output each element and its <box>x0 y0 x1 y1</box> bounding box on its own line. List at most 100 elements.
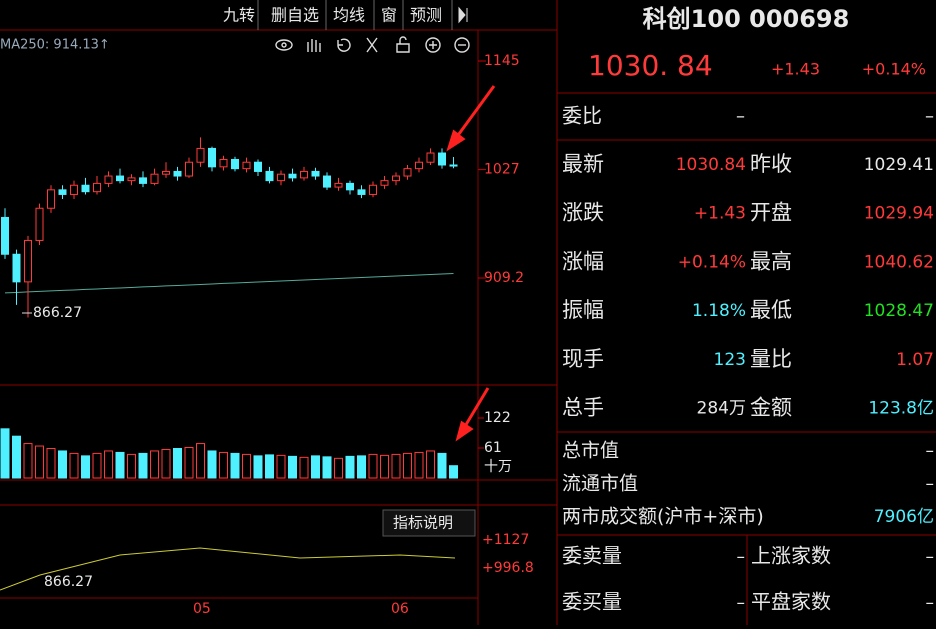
toolbar-button[interactable]: 九转 <box>223 6 255 25</box>
indicator-low-label: 866.27 <box>44 574 93 590</box>
order-value: – <box>926 547 935 567</box>
annotation-arrows <box>446 85 496 442</box>
volume-bar <box>12 435 21 479</box>
candle-body <box>162 170 170 175</box>
volume-bar <box>173 447 182 479</box>
candle-body <box>139 177 147 184</box>
candle-body <box>288 173 297 179</box>
row-value: 123 <box>714 350 746 370</box>
row-value: 1040.62 <box>864 252 934 272</box>
candle-body <box>380 180 389 186</box>
ma-label: MA250: 914.13↑ <box>0 38 110 53</box>
candle-body <box>127 177 136 182</box>
volume-bar <box>276 454 286 479</box>
volume-bar <box>92 452 102 479</box>
candle-body <box>58 189 67 195</box>
candle-body <box>403 168 412 177</box>
order-value: – <box>926 593 935 613</box>
candle-body <box>357 189 366 195</box>
row-label: 总手 <box>562 396 604 420</box>
candle-body <box>70 184 78 195</box>
row-value: 284万 <box>697 399 746 419</box>
row-label: 涨幅 <box>562 249 604 273</box>
candle-body <box>47 189 55 209</box>
candle-body <box>196 147 205 163</box>
candle-body <box>311 170 320 177</box>
candle-body <box>426 152 435 163</box>
volume-bar <box>196 443 205 479</box>
market-value: – <box>926 441 935 461</box>
candle-body <box>415 161 423 170</box>
low-label: 866.27 <box>33 305 82 321</box>
ma250-line <box>4 272 454 294</box>
volume-bar <box>81 455 90 479</box>
volume-bar <box>46 447 56 479</box>
price-tick-label: 1145 <box>484 53 520 69</box>
volume-bar <box>184 447 194 479</box>
row-label: 现手 <box>562 347 604 371</box>
market-value: – <box>926 474 935 494</box>
candle-body <box>35 207 44 241</box>
volume-bar <box>138 452 148 479</box>
volume-bar <box>127 453 136 479</box>
order-label: 委卖量 <box>562 544 622 568</box>
order-value: – <box>737 547 746 567</box>
volume-bar <box>161 448 171 479</box>
row-value: 1029.41 <box>864 155 934 175</box>
candle-body <box>242 161 251 170</box>
weibi-value: – <box>736 106 745 127</box>
candle-body <box>449 164 458 167</box>
candle-body <box>116 175 124 182</box>
candle-body <box>300 170 308 179</box>
volume-bar <box>311 455 320 479</box>
quote-change-pct: +0.14% <box>862 60 926 79</box>
weibi-diff: – <box>925 106 934 127</box>
price-tick-label: 1027 <box>484 162 520 178</box>
collapse-button[interactable] <box>458 6 468 24</box>
volume-bar <box>242 453 251 479</box>
volume-bar <box>230 452 240 479</box>
row-label: 最高 <box>750 249 792 273</box>
candle-body <box>208 147 216 168</box>
volume-bar <box>104 450 113 479</box>
volume-bar <box>334 457 343 479</box>
quote-price: 1030. 84 <box>588 49 713 82</box>
volume-bar <box>368 453 378 479</box>
volume-tick-label: 61 <box>484 440 502 456</box>
toolbar-button[interactable]: 删自选 <box>271 6 319 25</box>
volume-bar <box>23 443 33 479</box>
volume-bar <box>150 450 159 479</box>
volume-bar <box>437 452 447 479</box>
toolbar-button[interactable]: 均线 <box>333 6 365 25</box>
volume-bar <box>299 456 309 479</box>
row-label: 最低 <box>750 298 792 322</box>
volume-bar <box>414 451 424 479</box>
candle-body <box>392 175 400 182</box>
volume-bar <box>0 428 10 479</box>
indicator-button[interactable] <box>382 509 476 537</box>
volume-tick-label: 122 <box>484 410 511 426</box>
row-label: 涨跌 <box>562 201 604 225</box>
chart-tools[interactable] <box>275 36 470 53</box>
candle-body <box>93 182 101 193</box>
date-label: 06 <box>391 601 409 617</box>
volume-bar <box>357 455 366 479</box>
indicator-button-label[interactable]: 指标说明 <box>393 514 453 532</box>
market-value: 7906亿 <box>874 507 934 527</box>
volume-bar <box>391 453 401 479</box>
volume-bar <box>207 450 217 479</box>
candle-body <box>1 216 9 255</box>
volume-bar <box>426 450 435 479</box>
candle-body <box>231 158 239 170</box>
toolbar-button[interactable]: 窗 <box>381 6 397 25</box>
volume-bar <box>58 450 67 479</box>
row-label: 最新 <box>562 152 604 176</box>
row-value: 1.07 <box>896 350 934 370</box>
toolbar-button[interactable]: 预测 <box>410 6 442 25</box>
order-label: 上涨家数 <box>751 544 831 568</box>
row-value: 1028.47 <box>864 301 934 321</box>
row-value: +1.43 <box>694 204 746 224</box>
candle-body <box>438 152 446 166</box>
candle-body <box>173 170 182 177</box>
